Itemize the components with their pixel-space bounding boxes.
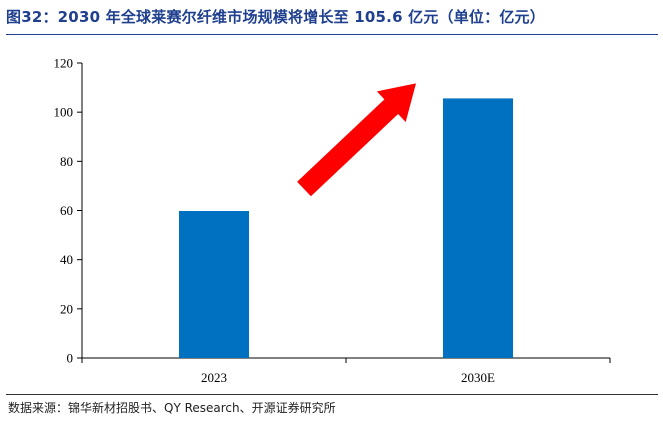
y-tick-label: 120	[54, 56, 74, 71]
bar-2030E	[443, 98, 513, 359]
growth-arrow-layer	[297, 83, 416, 197]
y-tick-label: 20	[60, 301, 73, 316]
x-tick-label: 2030E	[461, 370, 495, 385]
y-tick-label: 100	[54, 105, 74, 120]
y-tick-label: 60	[60, 203, 73, 218]
chart-title: 图32：2030 年全球莱赛尔纤维市场规模将增长至 105.6 亿元（单位：亿元…	[6, 8, 545, 26]
source-divider	[6, 394, 658, 395]
title-divider	[6, 34, 658, 35]
y-tick-label: 40	[60, 252, 73, 267]
growth-arrow	[297, 83, 416, 197]
source-note: 数据来源：锦华新材招股书、QY Research、开源证券研究所	[8, 401, 336, 415]
y-tick-label: 80	[60, 154, 73, 169]
chart-bars: 2023 2030E	[179, 98, 513, 385]
x-tick-label: 2023	[201, 370, 227, 385]
chart-axes: 0 20 40 60 80 100 120	[54, 56, 611, 366]
y-tick-label: 0	[67, 351, 74, 366]
bar-2023	[179, 210, 249, 358]
